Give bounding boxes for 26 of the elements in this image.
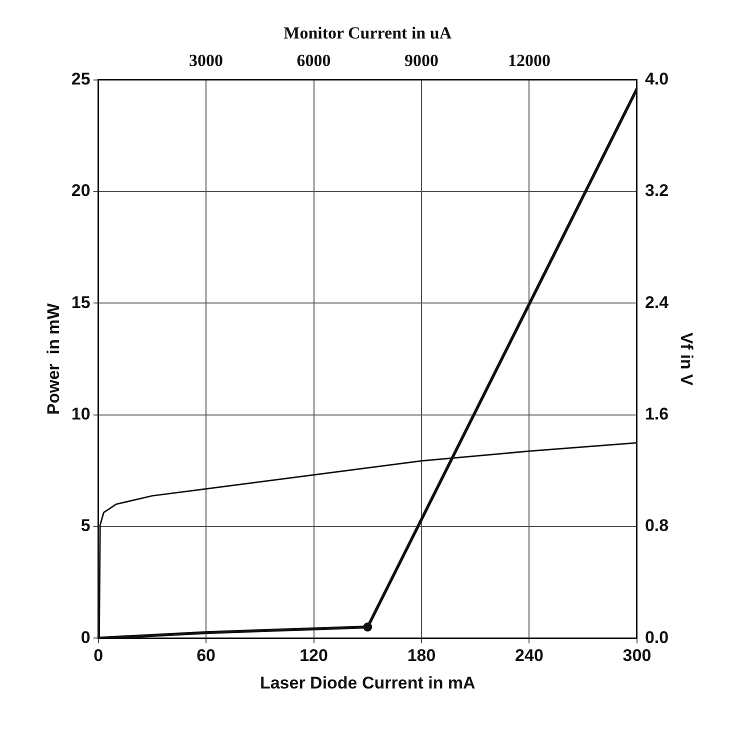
y2-tick-label: 3.2 (644, 181, 669, 200)
y-tick-label: 0 (80, 628, 90, 647)
x-axis-title: Laser Diode Current in mA (260, 673, 476, 692)
y-tick-label: 25 (71, 69, 90, 88)
x-tick-label: 120 (300, 646, 328, 666)
y2-tick-label: 1.6 (644, 404, 669, 424)
x2-tick-label: 3000 (189, 50, 224, 70)
x-tick-label: 60 (196, 646, 216, 666)
x-tick-label: 180 (407, 646, 436, 666)
y-tick-label: 10 (71, 404, 90, 424)
y2-tick-label: 2.4 (644, 292, 670, 312)
x2-axis-title: Monitor Current in uA (284, 24, 452, 43)
y-tick-label: 5 (80, 516, 90, 536)
y2-axis-title: Vf in V (677, 332, 696, 386)
y-tick-label: 15 (71, 292, 90, 312)
x-tick-label: 0 (94, 646, 104, 666)
x-tick-label: 300 (622, 646, 652, 666)
y2-tick-label: 4.0 (644, 69, 669, 88)
x2-tick-label: 9000 (404, 50, 439, 70)
y-tick-label: 20 (71, 181, 90, 200)
x-tick-label: 240 (515, 646, 544, 666)
y2-tick-label: 0.0 (644, 628, 669, 647)
y-axis-title: Power in mW (44, 302, 63, 415)
x2-tick-label: 6000 (296, 50, 331, 70)
x2-tick-label: 12000 (508, 50, 550, 70)
y2-tick-label: 0.8 (644, 516, 669, 536)
